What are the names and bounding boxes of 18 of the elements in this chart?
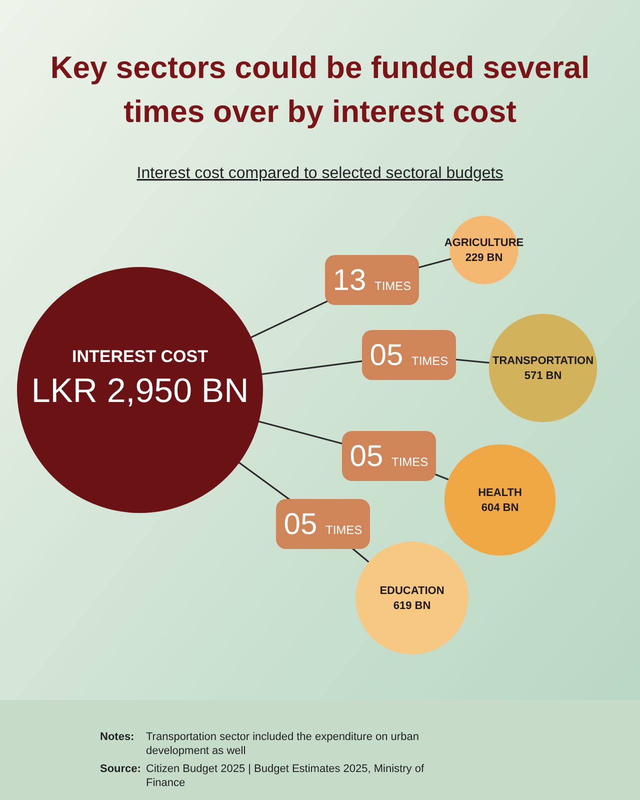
text: Interest cost compared to selected sectoral budgets	[136, 165, 504, 182]
category-label: HEALTH	[478, 487, 522, 499]
category-label: INTEREST COST	[72, 347, 209, 366]
data-label: 571 BN	[524, 370, 562, 382]
text: Notes: Transportation sector included the expenditure on urban development as well	[100, 731, 419, 757]
text: Key sectors could be funded several times over by interest cost	[50, 50, 590, 129]
text: 05 TIMES	[350, 440, 428, 473]
category-label: TRANSPORTATION	[492, 355, 594, 367]
text: 05 TIMES	[370, 339, 448, 372]
data-label: 619 BN	[393, 600, 431, 612]
category-label: EDUCATION	[380, 585, 444, 597]
category-label: AGRICULTURE	[444, 237, 524, 249]
text: 13 TIMES	[332, 264, 412, 297]
data-label: 604 BN	[481, 502, 519, 514]
data-label: LKR 2,950 BN	[31, 372, 249, 410]
data-label: 229 BN	[465, 252, 503, 264]
text: 05 TIMES	[284, 508, 362, 541]
source-note: Source: Citizen Budget 2025 | Budget Estimates 2025, Ministry of Finance	[100, 763, 425, 789]
